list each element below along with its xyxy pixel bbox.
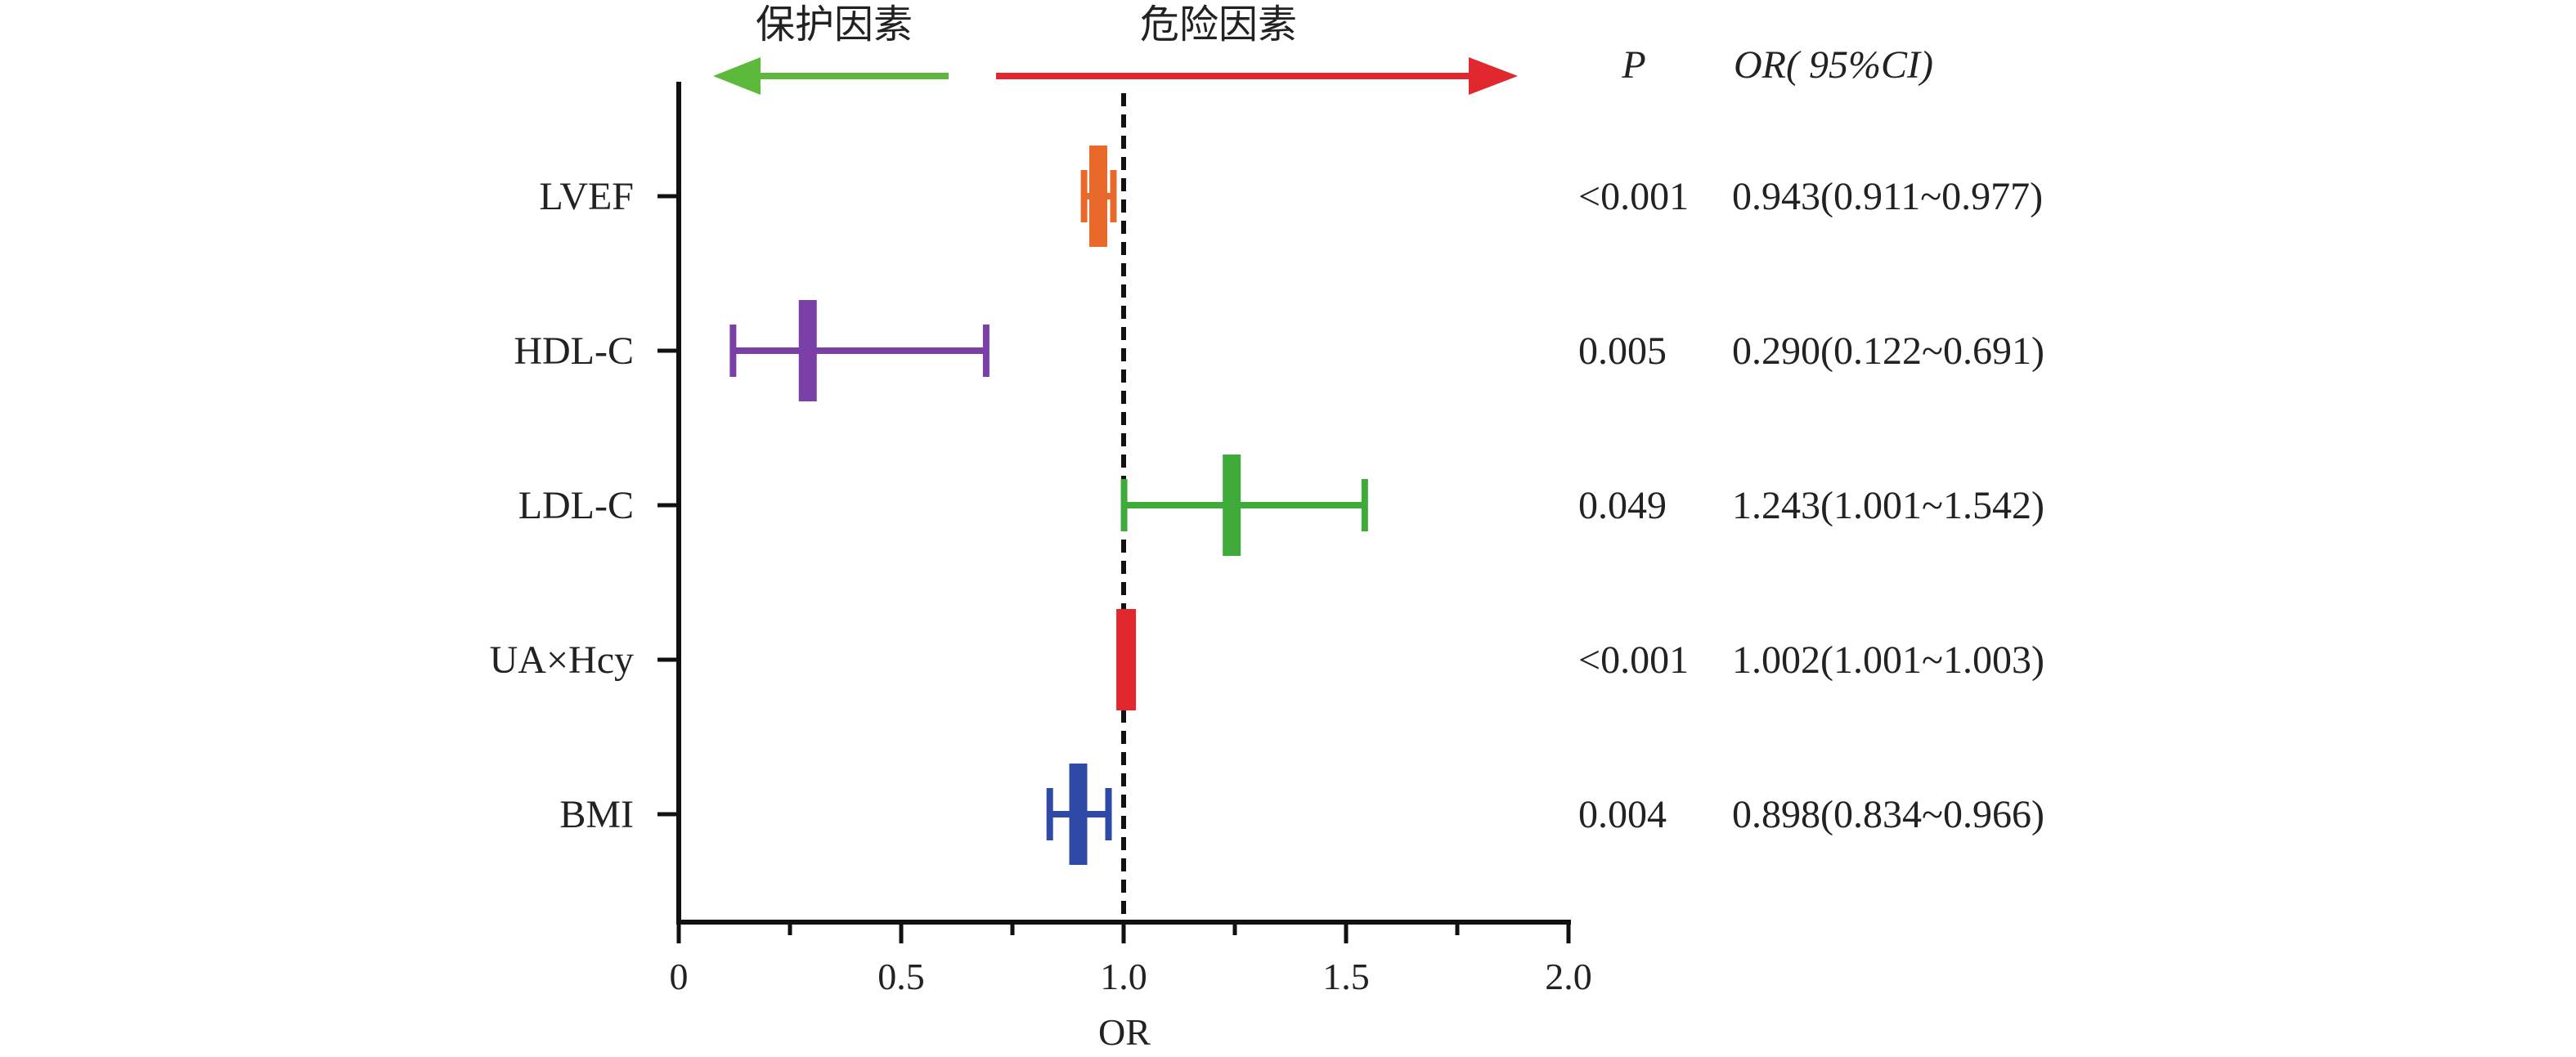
p-value: <0.001: [1578, 638, 1689, 682]
direction-arrows: [713, 57, 1518, 95]
point-estimate: [1116, 609, 1137, 710]
left-arrow-head: [713, 57, 761, 95]
axes: 0 0.5 1.0 1.5 2.0: [670, 82, 1592, 997]
x-tick-label: 1.0: [1100, 956, 1147, 997]
row-label: UA×Hcy: [490, 638, 634, 682]
point-estimate: [1223, 455, 1241, 556]
row-label: LVEF: [539, 175, 634, 218]
p-value: 0.049: [1578, 484, 1667, 527]
or-ci-text: 0.943(0.911~0.977): [1732, 175, 2043, 218]
or-ci-text: 0.290(0.122~0.691): [1732, 329, 2044, 373]
x-tick-label: 2.0: [1545, 956, 1592, 997]
or-ci-text: 0.898(0.834~0.966): [1732, 793, 2044, 836]
point-estimate: [798, 300, 817, 401]
x-tick-label: 1.5: [1322, 956, 1370, 997]
row-label: HDL-C: [514, 329, 634, 373]
estimate-marks: [657, 146, 1368, 865]
row-label: LDL-C: [518, 484, 634, 527]
point-estimate: [1088, 146, 1107, 247]
row-label: BMI: [559, 793, 634, 836]
point-estimate: [1069, 764, 1088, 865]
risk-factor-label: 危险因素: [1140, 2, 1297, 47]
right-arrow-head: [1469, 57, 1518, 95]
x-tick-label: 0.5: [877, 956, 925, 997]
or-column-header: OR( 95%CI): [1734, 43, 1933, 87]
p-value: <0.001: [1578, 175, 1689, 218]
p-value: 0.004: [1578, 793, 1667, 836]
p-column-header: P: [1621, 43, 1645, 87]
or-ci-text: 1.002(1.001~1.003): [1732, 638, 2044, 682]
protective-factor-label: 保护因素: [756, 2, 913, 47]
or-ci-text: 1.243(1.001~1.542): [1732, 484, 2044, 527]
x-axis-label: OR: [1098, 1011, 1151, 1053]
row-labels: LVEF <0.001 0.943(0.911~0.977) HDL-C 0.005 0.…: [490, 175, 2044, 836]
p-value: 0.005: [1578, 329, 1667, 373]
x-tick-label: 0: [670, 956, 689, 997]
